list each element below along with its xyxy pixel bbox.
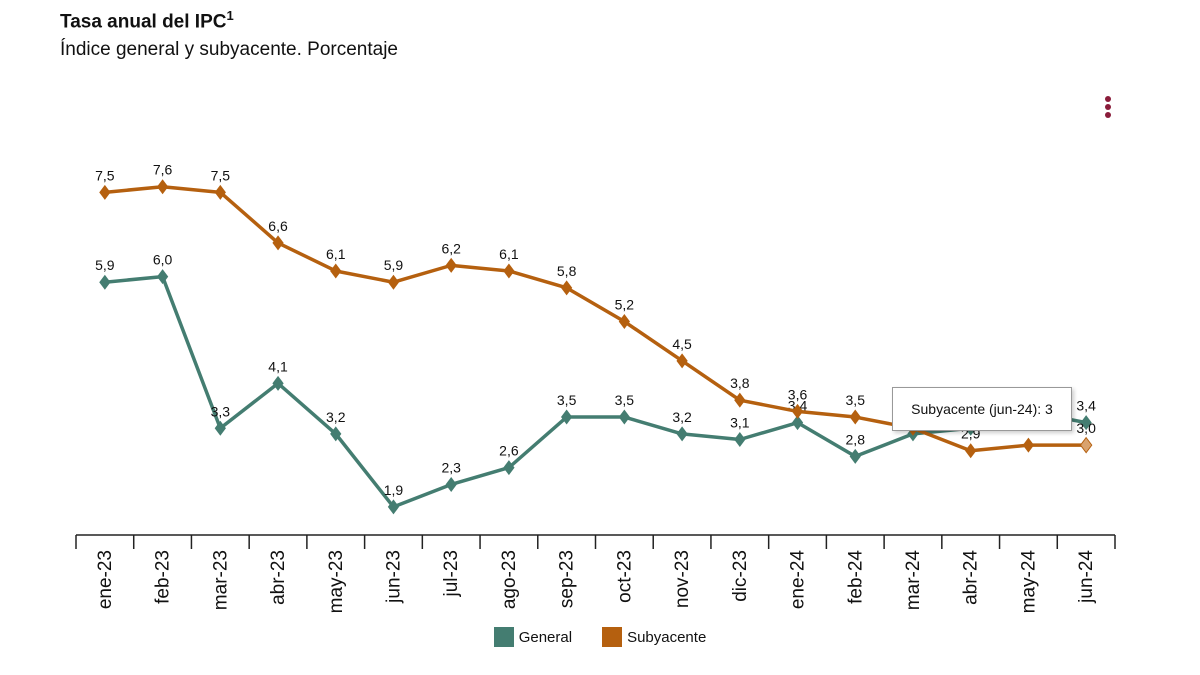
data-label: 1,9 xyxy=(384,482,404,498)
x-tick-label: may-24 xyxy=(1018,550,1039,614)
data-label: 4,1 xyxy=(268,358,288,374)
data-point-general xyxy=(272,375,284,391)
x-tick-label: mar-24 xyxy=(903,550,924,611)
data-label: 3,8 xyxy=(730,375,750,391)
x-tick-label: jul-23 xyxy=(441,550,462,597)
data-point-subyacente xyxy=(330,263,342,279)
data-label: 3,5 xyxy=(557,392,577,408)
data-label: 3,1 xyxy=(730,415,750,431)
chart-legend: General Subyacente xyxy=(0,627,1200,647)
legend-label-general: General xyxy=(518,628,573,646)
x-tick-label: feb-23 xyxy=(153,550,174,604)
data-label: 2,8 xyxy=(846,431,866,447)
data-point-general xyxy=(330,426,342,442)
data-point-subyacente xyxy=(1022,437,1035,453)
x-tick-label: abr-23 xyxy=(268,550,289,605)
data-point-subyacente xyxy=(214,184,226,200)
data-point-general xyxy=(214,420,226,436)
kebab-menu-icon[interactable] xyxy=(1099,96,1117,122)
x-tick-label: dic-23 xyxy=(730,550,751,602)
data-label: 3,2 xyxy=(326,409,346,425)
data-point-general xyxy=(156,269,169,285)
x-tick-label: jun-23 xyxy=(383,550,404,604)
data-point-general xyxy=(734,432,746,448)
legend-item-subyacente[interactable]: Subyacente xyxy=(602,627,706,647)
data-point-subyacente xyxy=(676,353,688,369)
data-label: 7,5 xyxy=(95,167,115,183)
data-point-general xyxy=(1080,415,1092,431)
chart-title: Tasa anual del IPC1 xyxy=(60,8,234,33)
legend-item-general[interactable]: General xyxy=(493,627,573,647)
data-label: 3,0 xyxy=(1076,420,1096,436)
data-point-subyacente xyxy=(99,184,111,200)
data-point-general xyxy=(618,409,630,425)
data-label: 6,0 xyxy=(153,252,173,268)
data-label: 5,8 xyxy=(557,263,577,279)
data-label: 5,2 xyxy=(615,297,635,313)
data-point-subyacente xyxy=(849,409,861,425)
data-label: 3,3 xyxy=(211,403,231,419)
data-point-subyacente xyxy=(156,179,169,195)
data-point-subyacente xyxy=(272,235,284,251)
data-label: 3,6 xyxy=(788,386,808,402)
data-label: 6,2 xyxy=(441,240,461,256)
data-point-subyacente xyxy=(1079,436,1093,454)
data-point-general xyxy=(445,476,457,492)
data-label: 6,6 xyxy=(268,218,288,234)
data-label: 3,5 xyxy=(615,392,635,408)
data-label: 5,9 xyxy=(95,257,115,273)
data-point-subyacente xyxy=(965,443,977,459)
data-point-general xyxy=(99,274,111,290)
data-label: 4,5 xyxy=(672,336,692,352)
data-point-subyacente xyxy=(445,257,457,273)
x-tick-label: sep-23 xyxy=(557,550,578,608)
chart-title-text: Tasa anual del IPC xyxy=(60,11,227,33)
x-tick-label: jun-24 xyxy=(1076,550,1097,604)
data-point-general xyxy=(561,409,573,425)
data-label: 7,6 xyxy=(153,162,173,178)
tooltip: Subyacente (jun-24): 3 xyxy=(892,387,1072,431)
data-label: 3,2 xyxy=(672,409,692,425)
data-label: 5,9 xyxy=(384,257,404,273)
data-point-general xyxy=(791,415,804,431)
legend-swatch-subyacente xyxy=(602,627,623,647)
data-label: 6,1 xyxy=(326,246,346,262)
data-label: 3,4 xyxy=(1076,398,1096,414)
legend-swatch-general xyxy=(493,627,514,647)
x-tick-label: ene-24 xyxy=(788,550,809,610)
data-label: 7,5 xyxy=(211,167,231,183)
data-point-general xyxy=(387,499,400,515)
series-line-subyacente xyxy=(104,184,1087,453)
x-tick-label: nov-23 xyxy=(672,550,693,608)
data-label: 2,3 xyxy=(441,459,461,475)
data-point-general xyxy=(676,426,688,442)
data-point-subyacente xyxy=(561,280,573,296)
data-point-subyacente xyxy=(503,263,515,279)
x-tick-label: oct-23 xyxy=(614,550,635,603)
x-tick-label: feb-24 xyxy=(845,550,866,604)
legend-label-subyacente: Subyacente xyxy=(627,628,707,646)
data-label: 2,6 xyxy=(499,443,519,459)
x-tick-label: abr-24 xyxy=(961,550,982,605)
data-point-subyacente xyxy=(734,392,746,408)
data-point-general xyxy=(503,460,515,476)
data-point-subyacente xyxy=(387,274,400,290)
data-label: 6,1 xyxy=(499,246,519,262)
chart-subtitle: Índice general y subyacente. Porcentaje xyxy=(60,39,398,60)
data-point-subyacente xyxy=(618,314,630,330)
data-point-general xyxy=(849,448,861,464)
x-tick-label: mar-23 xyxy=(210,550,231,610)
data-label: 3,5 xyxy=(846,392,866,408)
data-point-subyacente xyxy=(791,403,804,419)
x-tick-label: ago-23 xyxy=(499,550,520,609)
title-footnote-marker: 1 xyxy=(226,8,234,23)
x-tick-label: may-23 xyxy=(326,550,347,613)
x-tick-label: ene-23 xyxy=(95,550,116,609)
